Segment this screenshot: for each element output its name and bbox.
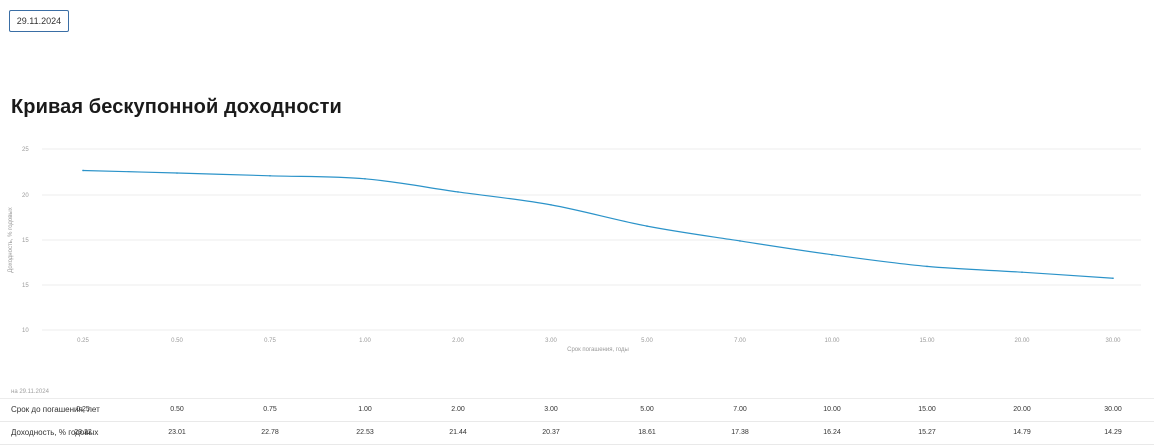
x-tick-label: 2.00	[452, 338, 464, 344]
y-tick-label: 10	[22, 328, 29, 334]
table-cell: 14.79	[1013, 429, 1031, 436]
table-cell: 7.00	[733, 406, 747, 413]
table-cell: 15.00	[918, 406, 936, 413]
table-cell: 23.22	[74, 429, 92, 436]
x-tick-label: 5.00	[641, 338, 653, 344]
table-cell: 3.00	[544, 406, 558, 413]
series-line	[82, 169, 1114, 279]
table-cell: 0.50	[170, 406, 184, 413]
data-point	[550, 204, 552, 206]
data-point	[176, 172, 178, 174]
data-point	[1021, 271, 1023, 274]
data-point	[739, 240, 741, 242]
data-point	[831, 253, 833, 256]
table-cell: 20.37	[542, 429, 560, 436]
table-cell: 22.53	[356, 429, 374, 436]
table-cell: 2.00	[451, 406, 465, 413]
data-point	[1112, 277, 1114, 280]
y-tick-label: 15	[22, 238, 29, 244]
x-tick-label: 0.25	[77, 338, 89, 344]
table-cell: 5.00	[640, 406, 654, 413]
data-point	[269, 174, 271, 177]
table-cell: 0.75	[263, 406, 277, 413]
table-cell: 0.25	[76, 406, 90, 413]
x-tick-label: 0.50	[171, 338, 183, 344]
yield-table: Срок до погашения, лет 0.25 0.50 0.75 1.00 2…	[0, 398, 1154, 445]
data-point	[646, 225, 648, 227]
y-tick-label: 20	[22, 193, 29, 199]
table-cell: 20.00	[1013, 406, 1031, 413]
table-cell: 17.38	[731, 429, 749, 436]
x-tick-label: 15.00	[919, 338, 935, 344]
chart-svg: 25 20 15 15 10 0.25 0.50 0.75 1.00 2.00 3.00 5.00 7.…	[8, 147, 1141, 353]
x-tick-label: 0.75	[264, 338, 276, 344]
y-tick-label: 15	[22, 283, 29, 289]
date-input[interactable]: 29.11.2024	[9, 10, 69, 32]
page-title: Кривая бескупонной доходности	[11, 96, 342, 118]
yield-curve-chart: 25 20 15 15 10 0.25 0.50 0.75 1.00 2.00 3.00 5.00 7.…	[0, 140, 1154, 365]
x-tick-label: 10.00	[824, 338, 840, 344]
x-tick-label: 20.00	[1014, 338, 1030, 344]
table-cell: 16.24	[823, 429, 841, 436]
row-label-maturity: Срок до погашения, лет	[11, 405, 100, 414]
table-row-maturity: Срок до погашения, лет 0.25 0.50 0.75 1.00 2…	[0, 398, 1154, 422]
x-tick-label: 1.00	[359, 338, 371, 344]
y-tick-label: 25	[22, 147, 29, 153]
x-tick-label: 7.00	[734, 338, 746, 344]
data-point	[82, 169, 84, 172]
table-cell: 1.00	[358, 406, 372, 413]
table-cell: 10.00	[823, 406, 841, 413]
table-cell: 21.44	[449, 429, 467, 436]
date-input-value: 29.11.2024	[16, 16, 62, 26]
x-tick-label: 30.00	[1105, 338, 1121, 344]
data-point	[926, 265, 928, 268]
table-cell: 30.00	[1104, 406, 1122, 413]
row-label-yield: Доходность, % годовых	[11, 428, 99, 437]
y-axis-title: Доходность, % годовых	[8, 207, 14, 273]
data-point	[364, 178, 366, 180]
table-cell: 18.61	[638, 429, 656, 436]
x-tick-label: 3.00	[545, 338, 557, 344]
table-cell: 23.01	[168, 429, 186, 436]
table-cell: 14.29	[1104, 429, 1122, 436]
table-cell: 22.78	[261, 429, 279, 436]
data-point	[457, 191, 459, 193]
table-row-yield: Доходность, % годовых 23.22 23.01 22.78 22.…	[0, 422, 1154, 445]
x-axis-title: Срок погашения, годы	[567, 347, 629, 353]
table-cell: 15.27	[918, 429, 936, 436]
as-of-date-note: на 29.11.2024	[11, 389, 49, 395]
